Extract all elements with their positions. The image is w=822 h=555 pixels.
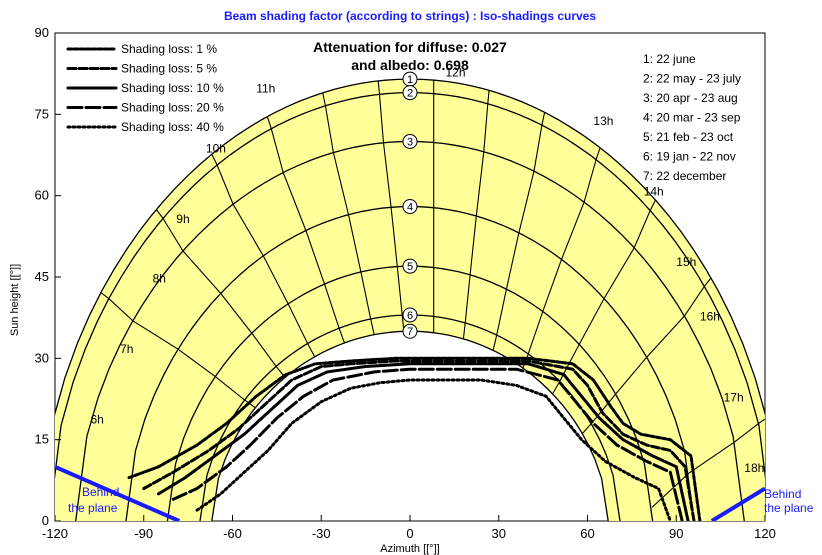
hour-labels: 6h 7h 8h 9h 10h 11h 12h 13h 14h 15h 16h 17h 18h xyxy=(91,65,765,475)
hour-label: 14h xyxy=(644,185,664,199)
date-marker-circle xyxy=(402,258,418,274)
behind-plane-lines xyxy=(55,464,765,521)
date-marker-number: 1 xyxy=(407,74,413,86)
date-marker-number: 5 xyxy=(407,261,413,273)
behind-plane-right-label-1: Behind xyxy=(764,487,801,501)
y-tick-label: 60 xyxy=(35,188,49,203)
chart-title: Beam shading factor (according to string… xyxy=(224,9,596,23)
date-legend-item: 2: 22 may - 23 july xyxy=(643,72,741,86)
x-tick-label: -30 xyxy=(312,526,331,541)
date-marker-number: 4 xyxy=(407,202,413,214)
x-tick-label: 60 xyxy=(580,526,594,541)
hour-label: 16h xyxy=(700,309,720,323)
iso-shading-curve xyxy=(142,359,696,521)
iso-shading-curve xyxy=(127,356,702,521)
hour-label: 13h xyxy=(593,114,613,128)
iso-shading-curves xyxy=(127,356,702,521)
x-tick-label: 30 xyxy=(492,526,506,541)
date-marker-circle xyxy=(402,133,418,149)
behind-plane-line-left xyxy=(55,464,181,521)
iso-shading-curve xyxy=(195,378,672,521)
y-tick-label: 15 xyxy=(35,432,49,447)
date-markers: 1 2 3 4 5 6 7 xyxy=(402,71,418,339)
y-axis-ticks: 0 15 30 45 60 75 90 xyxy=(35,25,61,528)
x-tick-label: 0 xyxy=(406,526,413,541)
hour-label: 12h xyxy=(446,65,466,79)
date-legend-item: 7: 22 december xyxy=(643,169,726,183)
y-axis-label: Sun height [[°]] xyxy=(9,264,21,336)
date-legend-item: 3: 20 apr - 23 aug xyxy=(643,91,738,105)
hour-label: 8h xyxy=(153,271,166,285)
iso-shading-curve xyxy=(157,362,690,521)
date-legend-item: 6: 19 jan - 22 nov xyxy=(643,150,736,164)
y-tick-label: 75 xyxy=(35,106,49,121)
diffuse-attenuation-text: Attenuation for diffuse: 0.027 xyxy=(313,39,507,55)
behind-plane-right-label-2: the plane xyxy=(764,501,814,515)
x-tick-label: 90 xyxy=(669,526,683,541)
behind-plane-left-label-2: the plane xyxy=(68,501,118,515)
legend-label: Shading loss: 40 % xyxy=(121,120,224,134)
behind-plane-line-right xyxy=(710,486,765,521)
date-marker-circle xyxy=(402,307,418,323)
date-marker-circle xyxy=(402,199,418,215)
date-legend-item: 5: 21 feb - 23 oct xyxy=(643,130,734,144)
behind-plane-left-label-1: Behind xyxy=(82,485,119,499)
date-marker-number: 3 xyxy=(407,136,413,148)
iso-shading-curve xyxy=(171,367,684,521)
legend: Shading loss: 1 % Shading loss: 5 % Shadin… xyxy=(66,42,224,134)
legend-label: Shading loss: 20 % xyxy=(121,101,224,115)
hour-label: 9h xyxy=(176,212,189,226)
y-tick-label: 0 xyxy=(42,513,49,528)
x-tick-label: -60 xyxy=(223,526,242,541)
date-marker-circle xyxy=(402,323,418,339)
hour-label: 15h xyxy=(676,255,696,269)
date-legend: 1: 22 june 2: 22 may - 23 july 3: 20 apr -… xyxy=(643,52,741,183)
hour-label: 11h xyxy=(256,82,275,96)
y-tick-label: 90 xyxy=(35,25,49,40)
hour-label: 10h xyxy=(206,141,226,155)
date-marker-number: 7 xyxy=(407,326,413,338)
y-tick-label: 45 xyxy=(35,269,49,284)
albedo-attenuation-text: and albedo: 0.698 xyxy=(351,57,469,73)
x-axis-ticks: -120 -90 -60 -30 0 30 60 90 120 xyxy=(42,515,776,541)
date-marker-number: 6 xyxy=(407,310,413,322)
x-tick-label: 120 xyxy=(754,526,776,541)
hour-label: 17h xyxy=(724,391,744,405)
hour-label: 18h xyxy=(744,461,764,475)
hour-label: 6h xyxy=(91,412,104,426)
date-legend-item: 1: 22 june xyxy=(643,52,696,66)
date-legend-item: 4: 20 mar - 23 sep xyxy=(643,111,741,125)
legend-label: Shading loss: 5 % xyxy=(121,62,217,76)
y-tick-label: 30 xyxy=(35,350,49,365)
x-tick-label: -120 xyxy=(42,526,68,541)
x-axis-label: Azimuth [[°]] xyxy=(380,543,439,555)
hour-label: 7h xyxy=(120,342,133,356)
x-tick-label: -90 xyxy=(134,526,153,541)
date-marker-circle xyxy=(402,85,418,101)
legend-label: Shading loss: 10 % xyxy=(121,81,224,95)
legend-label: Shading loss: 1 % xyxy=(121,42,217,56)
date-marker-number: 2 xyxy=(407,88,413,100)
